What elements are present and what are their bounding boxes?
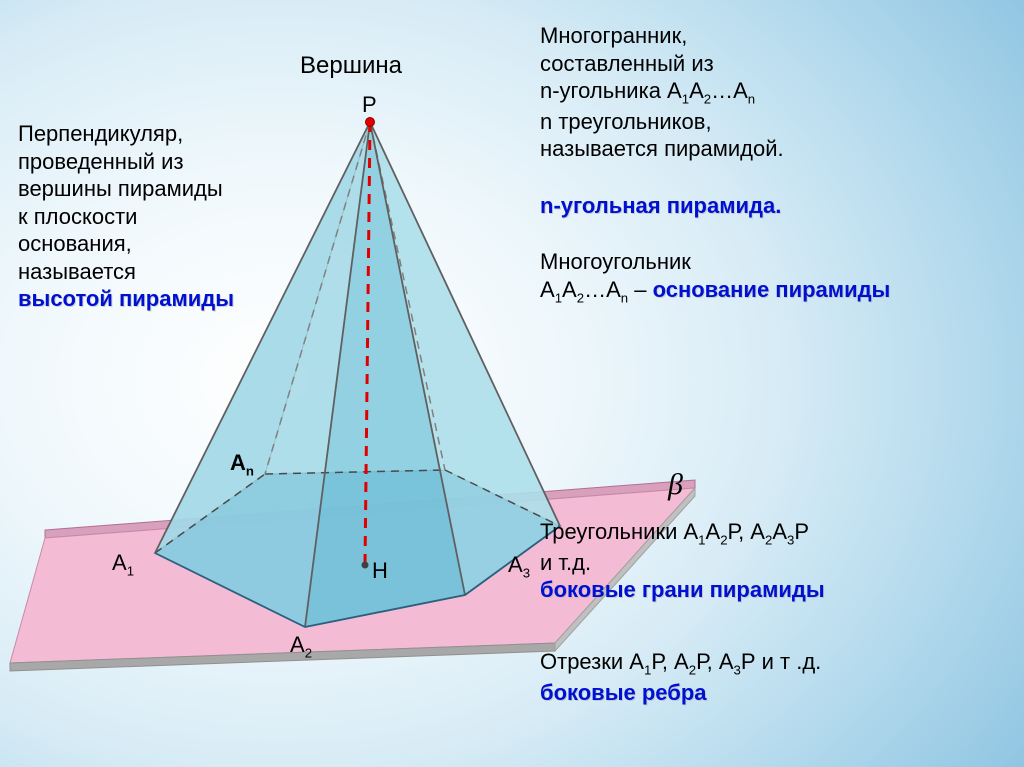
- p1-line5: называется пирамидой.: [540, 135, 1010, 163]
- p4-line2: и т.д.: [540, 549, 1020, 577]
- left-line1: Перпендикуляр,: [18, 120, 298, 148]
- left-line6: называется: [18, 258, 298, 286]
- heading-n-pyramid: n-угольная пирамида.: [540, 192, 781, 220]
- left-line3: вершины пирамиды: [18, 175, 298, 203]
- p1-line4: n треугольников,: [540, 108, 1010, 136]
- p1-line2: составленный из: [540, 50, 1010, 78]
- label-A2: А2: [290, 632, 312, 660]
- p5-line1: Отрезки А1Р, А2Р, А3Р и т .д.: [540, 648, 1010, 679]
- right-paragraph-5: Отрезки А1Р, А2Р, А3Р и т .д. боковые ре…: [540, 648, 1010, 706]
- label-An: Аn: [230, 450, 254, 478]
- left-line4: к плоскости: [18, 203, 298, 231]
- label-P: Р: [362, 92, 377, 118]
- p3-line2: А1А2…Аn – основание пирамиды: [540, 276, 1010, 307]
- p1-line1: Многогранник,: [540, 22, 1010, 50]
- p4-term: боковые грани пирамиды: [540, 576, 1020, 604]
- label-A3: А3: [508, 552, 530, 580]
- p3-line1: Многоугольник: [540, 248, 1010, 276]
- left-line5: основания,: [18, 230, 298, 258]
- right-paragraph-4: Треугольники А1А2Р, А2А3Р и т.д. боковые…: [540, 518, 1020, 604]
- apex-label: Вершина: [300, 52, 402, 80]
- p4-line1: Треугольники А1А2Р, А2А3Р: [540, 518, 1020, 549]
- label-beta: β: [668, 468, 683, 502]
- label-A1: А1: [112, 550, 134, 578]
- left-line7: высотой пирамиды: [18, 285, 298, 313]
- p1-line3: n-угольника А1А2…Аn: [540, 77, 1010, 108]
- right-paragraph-3: Многоугольник А1А2…Аn – основание пирами…: [540, 248, 1010, 306]
- left-line2: проведенный из: [18, 148, 298, 176]
- label-H: Н: [372, 558, 388, 584]
- p5-term: боковые ребра: [540, 679, 1010, 707]
- right-paragraph-1: Многогранник, составленный из n-угольник…: [540, 22, 1010, 163]
- left-definition: Перпендикуляр, проведенный из вершины пи…: [18, 120, 298, 313]
